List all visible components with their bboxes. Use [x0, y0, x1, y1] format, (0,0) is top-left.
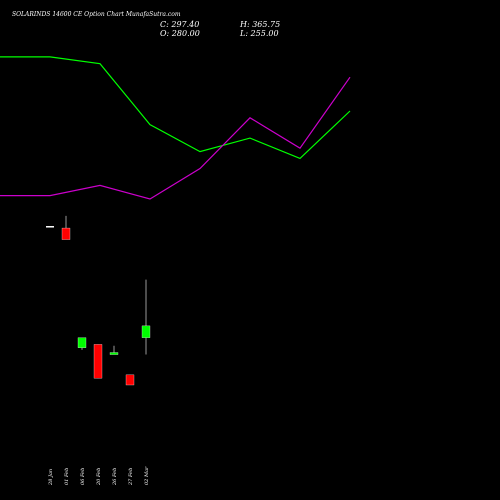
x-tick-label: 28 Jan [48, 469, 54, 486]
x-tick-label: 06 Feb [80, 468, 86, 485]
candle-body [46, 226, 54, 228]
candle [109, 345, 119, 355]
candle-body [109, 352, 119, 355]
candle-body [61, 227, 71, 240]
open-value: O: 280.00 [160, 29, 200, 38]
x-tick-label: 26 Feb [112, 468, 118, 486]
candle [46, 226, 54, 228]
high-value: H: 365.75 [239, 20, 280, 29]
indicator-line-2 [0, 76, 351, 200]
low-value: L: 255.00 [239, 29, 279, 38]
candle [125, 374, 135, 386]
chart-title: SOLARINDS 14600 CE Option Chart MunafaSu… [12, 11, 181, 18]
candle [93, 344, 103, 379]
candle-body [125, 374, 135, 386]
indicator-lines [0, 56, 351, 200]
candle-body [77, 337, 87, 348]
candle-body [141, 325, 151, 338]
x-axis-ticks: 28 Jan 01 Feb 06 Feb 20 Feb 26 Feb 27 Feb 02 M… [48, 466, 150, 486]
x-tick-label: 20 Feb [96, 468, 102, 486]
indicator-line-1 [0, 56, 351, 160]
candle [61, 215, 71, 240]
x-tick-label: 01 Feb [64, 468, 70, 485]
close-value: C: 297.40 [160, 20, 199, 29]
candle-body [93, 344, 103, 379]
x-tick-label: 02 Mar [144, 466, 150, 485]
x-tick-label: 27 Feb [128, 468, 134, 486]
candle [141, 279, 151, 355]
candles [46, 215, 151, 386]
candle [77, 337, 87, 350]
